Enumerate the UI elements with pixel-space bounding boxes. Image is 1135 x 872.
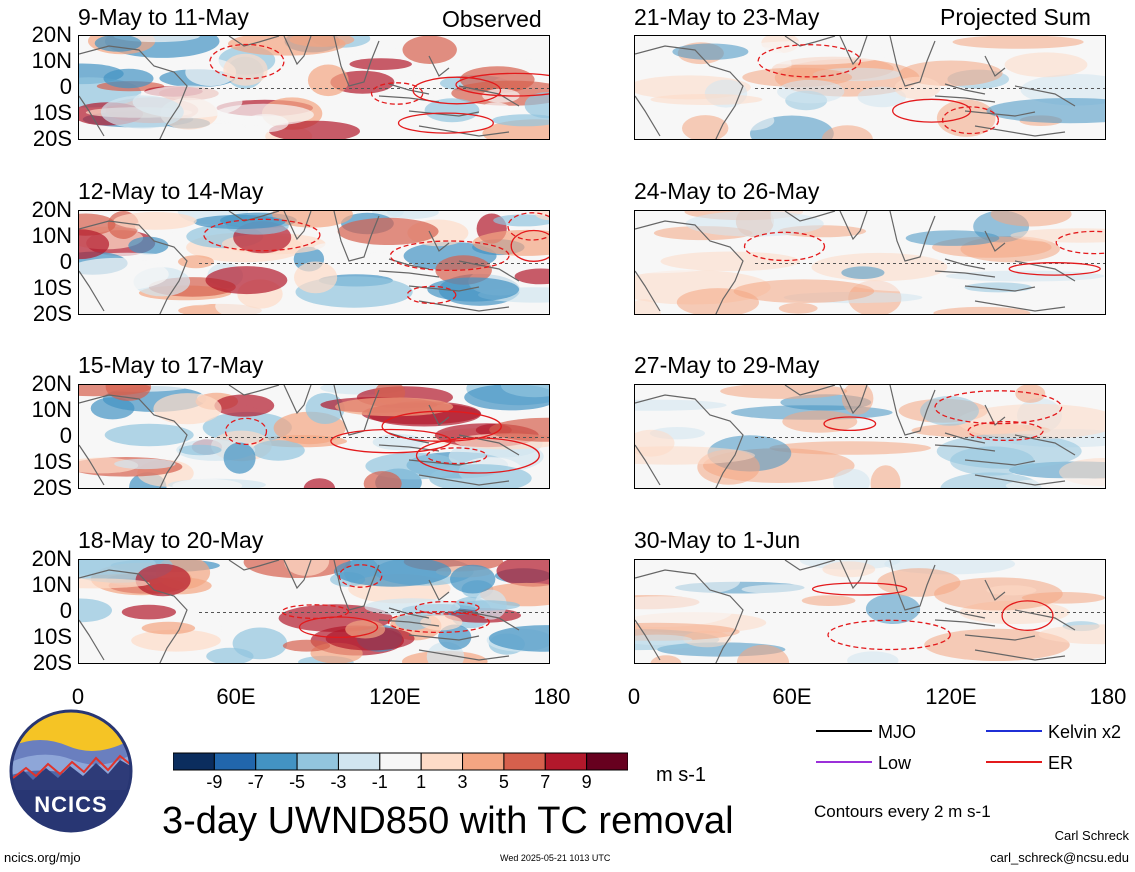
y-tick-row1-0: 20N	[31, 22, 72, 47]
y-tick-row1-2: 0	[59, 74, 72, 99]
colorbar-swatch-3	[296, 752, 339, 771]
colorbar-label-8: 7	[540, 772, 551, 792]
colorbar-label-4: -1	[371, 772, 388, 792]
y-tick-row4-4: 20S	[32, 650, 72, 675]
colorbar-swatch-10	[586, 752, 629, 771]
colorbar-swatch-8	[503, 752, 546, 771]
map-panel-left-2	[78, 210, 550, 315]
x-tick-left-180: 180	[533, 684, 571, 709]
legend-label-er: ER	[1048, 753, 1074, 773]
y-tick-row4-2: 0	[59, 598, 72, 623]
map-panel-left-4	[78, 559, 550, 664]
x-tick-right-60e: 60E	[772, 684, 812, 709]
x-tick-left-60e: 60E	[216, 684, 256, 709]
colorbar	[172, 752, 629, 777]
x-tick-left-0: 0	[71, 684, 85, 709]
map-panel-left-1	[78, 35, 550, 140]
map-panel-right-3	[634, 384, 1106, 489]
x-tick-right-120e: 120E	[925, 684, 977, 709]
footer-url[interactable]: ncics.org/mjo	[4, 850, 81, 865]
map-panel-left-3	[78, 384, 550, 489]
colorbar-swatch-7	[462, 752, 505, 771]
observed-label: Observed	[442, 6, 542, 32]
y-tick-row1-1: 10N	[31, 48, 72, 73]
y-tick-row3-0: 20N	[31, 371, 72, 396]
panel-title-left-2: 12-May to 14-May	[78, 178, 264, 204]
projected-sum-label: Projected Sum	[940, 4, 1091, 30]
y-tick-row2-1: 10N	[31, 223, 72, 248]
colorbar-label-5: 1	[416, 772, 427, 792]
footer-author: Carl Schreck	[1054, 828, 1129, 843]
y-tick-row2-4: 20S	[32, 301, 72, 326]
map-panel-right-2	[634, 210, 1106, 315]
y-tick-row3-2: 0	[59, 423, 72, 448]
panel-title-left-1: 9-May to 11-May	[78, 4, 249, 30]
y-tick-row1-4: 20S	[32, 126, 72, 151]
panel-title-left-3: 15-May to 17-May	[78, 352, 264, 378]
y-tick-row3-4: 20S	[32, 475, 72, 500]
colorbar-label-6: 3	[457, 772, 468, 792]
panel-title-right-2: 24-May to 26-May	[634, 178, 820, 204]
x-tick-right-180: 180	[1089, 684, 1127, 709]
legend-label-mjo: MJO	[878, 722, 916, 742]
colorbar-units: m s-1	[656, 764, 706, 786]
legend: MJO Kelvin x2 Low ER	[814, 722, 1134, 782]
colorbar-swatch-4	[337, 752, 381, 771]
colorbar-label-2: -5	[289, 772, 306, 792]
y-tick-row4-1: 10N	[31, 572, 72, 597]
colorbar-swatch-9	[544, 752, 588, 771]
map-panel-right-1	[634, 35, 1106, 140]
footer-timestamp: Wed 2025-05-21 1013 UTC	[500, 853, 611, 863]
y-tick-row3-3: 10S	[32, 449, 72, 474]
colorbar-label-7: 5	[498, 772, 509, 792]
y-tick-row1-3: 10S	[32, 100, 72, 125]
panel-title-left-4: 18-May to 20-May	[78, 527, 264, 553]
y-tick-row2-3: 10S	[32, 275, 72, 300]
colorbar-label-1: -7	[247, 772, 264, 792]
x-tick-right-0: 0	[627, 684, 641, 709]
colorbar-swatch-5	[379, 752, 422, 771]
legend-label-low: Low	[878, 753, 912, 773]
legend-label-kelvin: Kelvin x2	[1048, 722, 1122, 742]
logo-text: NCICS	[34, 792, 108, 817]
panel-title-right-3: 27-May to 29-May	[634, 352, 820, 378]
colorbar-swatch-0	[172, 752, 215, 771]
colorbar-label-3: -3	[330, 772, 347, 792]
colorbar-swatch-1	[213, 752, 257, 771]
y-tick-row2-2: 0	[59, 249, 72, 274]
panel-title-right-1: 21-May to 23-May	[634, 4, 820, 30]
y-tick-row4-0: 20N	[31, 546, 72, 571]
x-tick-left-120e: 120E	[369, 684, 421, 709]
colorbar-swatch-6	[420, 752, 464, 771]
footer-email[interactable]: carl_schreck@ncsu.edu	[990, 850, 1129, 865]
y-tick-row3-1: 10N	[31, 397, 72, 422]
colorbar-label-0: -9	[206, 772, 223, 792]
panel-title-right-4: 30-May to 1-Jun	[634, 527, 801, 553]
y-tick-row4-3: 10S	[32, 624, 72, 649]
ncics-logo: NCICS	[8, 708, 134, 834]
map-panel-right-4	[634, 559, 1106, 664]
y-tick-row2-0: 20N	[31, 197, 72, 222]
colorbar-label-9: 9	[581, 772, 592, 792]
main-title: 3-day UWND850 with TC removal	[162, 800, 734, 842]
colorbar-swatch-2	[255, 752, 298, 771]
contour-note: Contours every 2 m s-1	[814, 802, 991, 821]
